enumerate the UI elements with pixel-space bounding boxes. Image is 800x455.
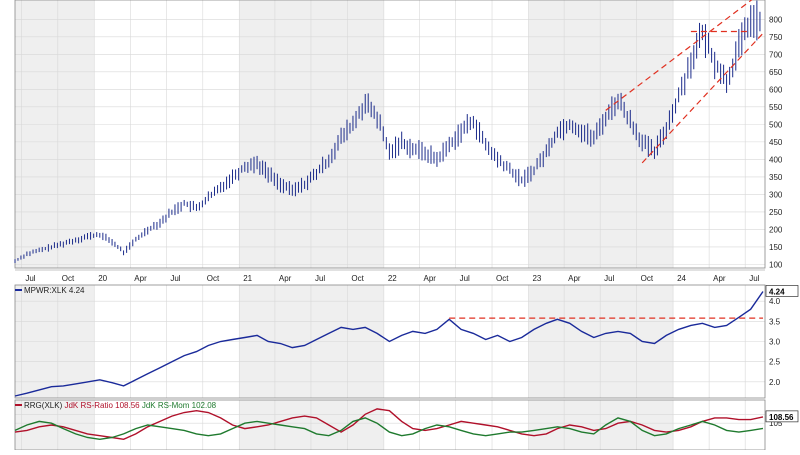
panel-border (14, 0, 766, 269)
x-tick-label: 22 (388, 274, 397, 283)
y-tick-label: 4.0 (769, 297, 781, 306)
y-axis-labels: 800 750 700 650 600 550 500 450 400 350 300 250 200 1… (765, 15, 799, 428)
x-tick-label: Apr (568, 274, 581, 283)
y-tick-label: 2.5 (769, 358, 781, 367)
last-value-label: 4.24 (769, 287, 785, 296)
ratio-panel: MPWR:XLK 4.24 (14, 286, 764, 397)
x-tick-label: Jul (749, 274, 759, 283)
year-shade-band (528, 0, 674, 268)
rs-ratio-line (14, 408, 764, 441)
panel-border (14, 284, 766, 399)
y-tick-label: 400 (769, 155, 783, 164)
year-shade-band (239, 0, 384, 268)
y-tick-label: 100 (769, 260, 783, 269)
last-value-label: 108.56 (769, 413, 794, 422)
y-tick-label: 250 (769, 208, 783, 217)
year-shade-band (239, 400, 384, 450)
rs-mom-label: JdK RS-Mom 102.08 (140, 401, 217, 410)
y-tick-label: 650 (769, 68, 783, 77)
y-tick-label: 550 (769, 103, 783, 112)
grid-lines (15, 0, 765, 450)
y-tick-label: 3.0 (769, 338, 781, 347)
y-tick-label: 800 (769, 15, 783, 24)
price-trendlines (605, 0, 764, 164)
y-tick-label: 300 (769, 190, 783, 199)
y-tick-label: 200 (769, 225, 783, 234)
x-tick-label: Apr (279, 274, 292, 283)
ratio-panel-label: MPWR:XLK 4.24 (24, 286, 85, 295)
rrg-panel-label: RRG(XLK) JdK RS-Ratio 108.56 JdK RS-Mom … (24, 401, 217, 410)
price-bars (14, 0, 761, 264)
x-tick-label: 21 (243, 274, 252, 283)
ratio-series-line (14, 291, 764, 397)
x-axis-labels: Jul Oct 20 Apr Jul Oct 21 Apr Jul Oct 22 Apr Jul Oct 2… (25, 274, 759, 283)
y-tick-label: 450 (769, 138, 783, 147)
rrg-panel: RRG(XLK) JdK RS-Ratio 108.56 JdK RS-Mom … (14, 401, 764, 441)
last-value-box (765, 285, 799, 297)
x-tick-label: Oct (62, 274, 75, 283)
x-tick-label: Jul (25, 274, 35, 283)
x-tick-label: Oct (351, 274, 364, 283)
y-tick-label: 3.5 (769, 317, 781, 326)
y-tick-label: 600 (769, 85, 783, 94)
rs-mom-line (14, 417, 764, 441)
y-tick-label: 750 (769, 33, 783, 42)
year-shade-band (15, 0, 95, 268)
y-tick-label: 700 (769, 50, 783, 59)
x-tick-label: 24 (677, 274, 686, 283)
x-tick-label: Jul (604, 274, 614, 283)
price-panel (14, 0, 764, 264)
x-tick-label: Jul (460, 274, 470, 283)
y-tick-label: 2.0 (769, 378, 781, 387)
last-value-box (765, 410, 799, 423)
year-shade-band (528, 400, 674, 450)
y-tick-label: 150 (769, 243, 783, 252)
x-tick-label: Apr (713, 274, 726, 283)
x-tick-label: Jul (170, 274, 180, 283)
panel-frames (14, 0, 766, 451)
price-trendline (605, 0, 753, 111)
y-tick-label: 500 (769, 120, 783, 129)
rrg-label-prefix: RRG(XLK) (24, 401, 64, 410)
x-tick-label: Apr (424, 274, 437, 283)
x-tick-label: Oct (641, 274, 654, 283)
y-tick-label: 350 (769, 173, 783, 182)
rs-ratio-label: JdK RS-Ratio 108.56 (64, 401, 140, 410)
x-tick-label: Apr (134, 274, 147, 283)
y-tick-label: 105 (769, 419, 783, 428)
x-tick-label: 20 (98, 274, 107, 283)
x-tick-label: 23 (532, 274, 541, 283)
x-tick-label: Oct (207, 274, 220, 283)
x-tick-label: Jul (315, 274, 325, 283)
x-tick-label: Oct (496, 274, 509, 283)
